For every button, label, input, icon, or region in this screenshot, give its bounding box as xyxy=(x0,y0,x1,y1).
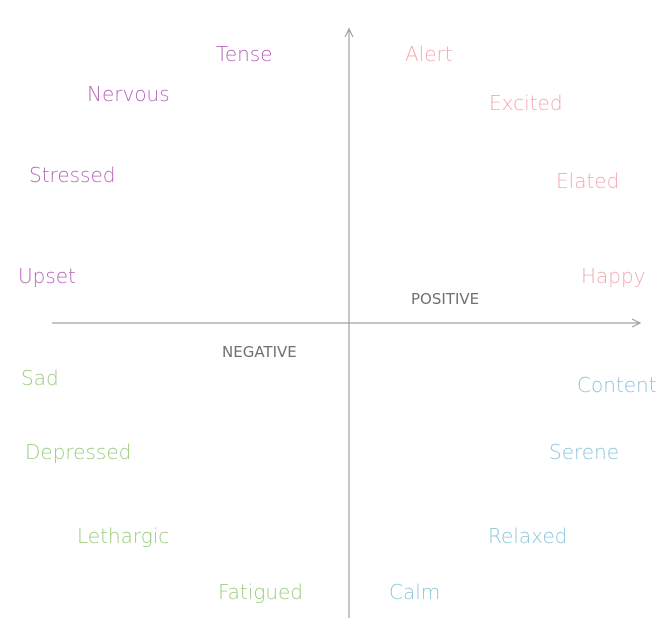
axis-label-negative: NEGATIVE xyxy=(222,343,297,361)
mood-word-excited: Excited xyxy=(489,91,563,115)
mood-word-nervous: Nervous xyxy=(87,82,170,106)
mood-word-serene: Serene xyxy=(549,440,620,464)
mood-word-stressed: Stressed xyxy=(29,163,116,187)
mood-word-upset: Upset xyxy=(18,264,76,288)
mood-word-fatigued: Fatigued xyxy=(218,580,303,604)
mood-word-sad: Sad xyxy=(21,366,59,390)
axis-label-positive: POSITIVE xyxy=(411,290,480,308)
mood-word-relaxed: Relaxed xyxy=(488,524,568,548)
mood-word-happy: Happy xyxy=(581,264,646,288)
mood-word-depressed: Depressed xyxy=(25,440,132,464)
mood-word-tense: Tense xyxy=(216,42,273,66)
mood-word-content: Content xyxy=(577,373,657,397)
mood-word-calm: Calm xyxy=(389,580,441,604)
mood-word-lethargic: Lethargic xyxy=(77,524,170,548)
mood-word-elated: Elated xyxy=(556,169,620,193)
mood-word-alert: Alert xyxy=(405,42,453,66)
